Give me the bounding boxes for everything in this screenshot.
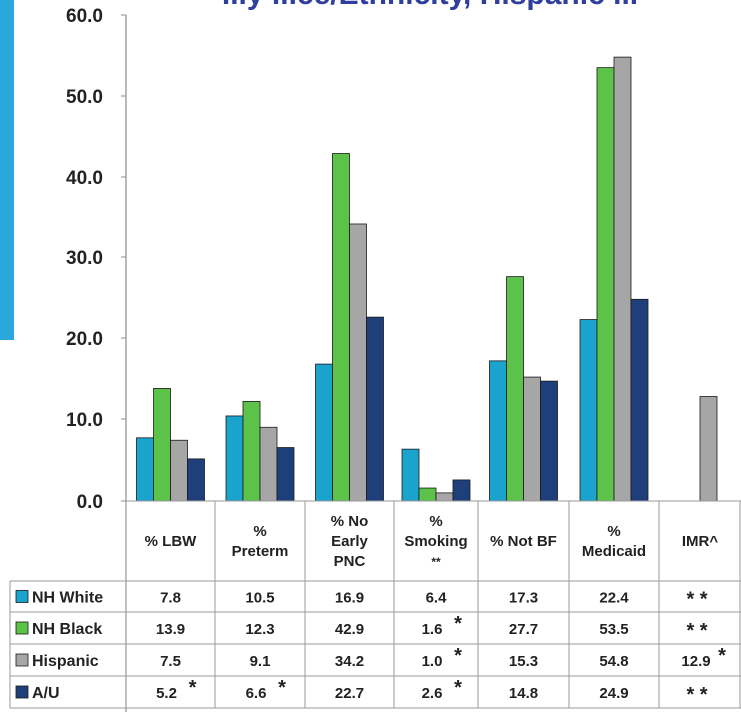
y-tick-label: 0.0: [77, 492, 103, 513]
left-accent-band: [0, 0, 14, 340]
unstable-marker: *: [454, 677, 462, 699]
bar-hispanic: [349, 223, 367, 502]
table-value: 7.5: [160, 653, 181, 670]
table-value: 13.9: [156, 621, 185, 638]
bar-hispanic: [170, 439, 188, 502]
category-label: %: [607, 523, 620, 540]
unstable-marker: *: [718, 645, 726, 667]
category-label: Smoking: [404, 533, 467, 550]
category-label: %: [429, 513, 442, 530]
table-value: 53.5: [599, 621, 628, 638]
table-value: 6.6: [246, 685, 267, 702]
bar-nh-black: [242, 400, 261, 502]
legend-label: A/U: [32, 685, 60, 702]
bar-nh-white: [401, 448, 420, 502]
y-tick-label: 10.0: [66, 410, 103, 431]
category-label: **: [431, 555, 441, 569]
bar-nh-white: [225, 415, 244, 502]
bar-hispanic: [435, 492, 454, 502]
suppressed-marker: * *: [686, 620, 707, 642]
table-value: 6.4: [426, 590, 448, 607]
table-value: 1.0: [422, 653, 443, 670]
category-label: % No: [331, 513, 369, 530]
bar-nh-black: [332, 153, 350, 502]
table-value: 5.2: [156, 685, 177, 702]
bar-nh-black: [418, 487, 437, 502]
legend-swatch: [15, 685, 29, 699]
table-value: 14.8: [509, 685, 538, 702]
bar-hispanic: [523, 376, 541, 502]
table-value: 10.5: [245, 590, 274, 607]
legend-label: Hispanic: [32, 653, 99, 670]
category-label: % LBW: [145, 533, 198, 550]
table-value: 42.9: [335, 621, 364, 638]
bar-a-u: [366, 316, 384, 502]
bar-a-u: [187, 458, 205, 502]
bar-hispanic: [699, 396, 718, 502]
bar-nh-black: [153, 388, 171, 502]
legend-swatch: [15, 590, 29, 603]
bar-nh-black: [596, 67, 615, 502]
table-value: 7.8: [160, 590, 181, 607]
table-value: 24.9: [599, 685, 628, 702]
y-tick-label: 60.0: [66, 6, 103, 27]
bar-nh-white: [315, 363, 333, 502]
unstable-marker: *: [278, 677, 286, 699]
bar-nh-white: [579, 319, 598, 502]
bars: [136, 56, 718, 502]
category-label: Medicaid: [582, 543, 646, 560]
legend-swatch: [15, 653, 29, 667]
table-value: 12.9: [681, 653, 710, 670]
legend-label: NH Black: [32, 621, 102, 638]
table-value: 9.1: [250, 653, 271, 670]
legend-swatch: [15, 621, 29, 635]
category-label: % Not BF: [490, 533, 557, 550]
table-value: 1.6: [422, 621, 443, 638]
category-label: IMR^: [682, 533, 718, 550]
table-value: 2.6: [422, 685, 443, 702]
category-label: %: [253, 523, 266, 540]
bar-a-u: [630, 298, 649, 502]
category-label: Preterm: [232, 543, 289, 560]
suppressed-marker: * *: [686, 589, 707, 611]
y-tick-label: 30.0: [66, 248, 103, 269]
bar-a-u: [540, 380, 558, 502]
table-value: 34.2: [335, 653, 364, 670]
y-tick-label: 40.0: [66, 168, 103, 189]
table-value: 54.8: [599, 653, 628, 670]
table-value: 17.3: [509, 590, 538, 607]
y-tick-label: 50.0: [66, 87, 103, 108]
suppressed-marker: * *: [686, 684, 707, 706]
y-tick-label: 20.0: [66, 329, 103, 350]
bar-nh-white: [136, 437, 154, 502]
unstable-marker: *: [454, 613, 462, 635]
bar-hispanic: [613, 56, 632, 502]
table-value: 15.3: [509, 653, 538, 670]
table-value: 22.4: [599, 590, 629, 607]
chart-title: ...y ...ce/Ethnicity, Hispanic ...: [222, 0, 638, 11]
table-value: 27.7: [509, 621, 538, 638]
bar-nh-white: [489, 360, 507, 502]
bar-a-u: [452, 479, 471, 502]
unstable-marker: *: [189, 677, 197, 699]
table-value: 12.3: [245, 621, 274, 638]
bar-a-u: [276, 447, 295, 502]
bar-nh-black: [506, 276, 524, 502]
legend-label: NH White: [32, 590, 103, 607]
category-label: Early: [331, 533, 368, 550]
table-value: 22.7: [335, 685, 364, 702]
table-value: 16.9: [335, 590, 364, 607]
axes: 0.0 10.0 20.0 30.0 40.0 50.0 60.0: [66, 6, 127, 712]
bar-hispanic: [259, 426, 278, 502]
unstable-marker: *: [454, 645, 462, 667]
category-label: PNC: [334, 553, 366, 570]
